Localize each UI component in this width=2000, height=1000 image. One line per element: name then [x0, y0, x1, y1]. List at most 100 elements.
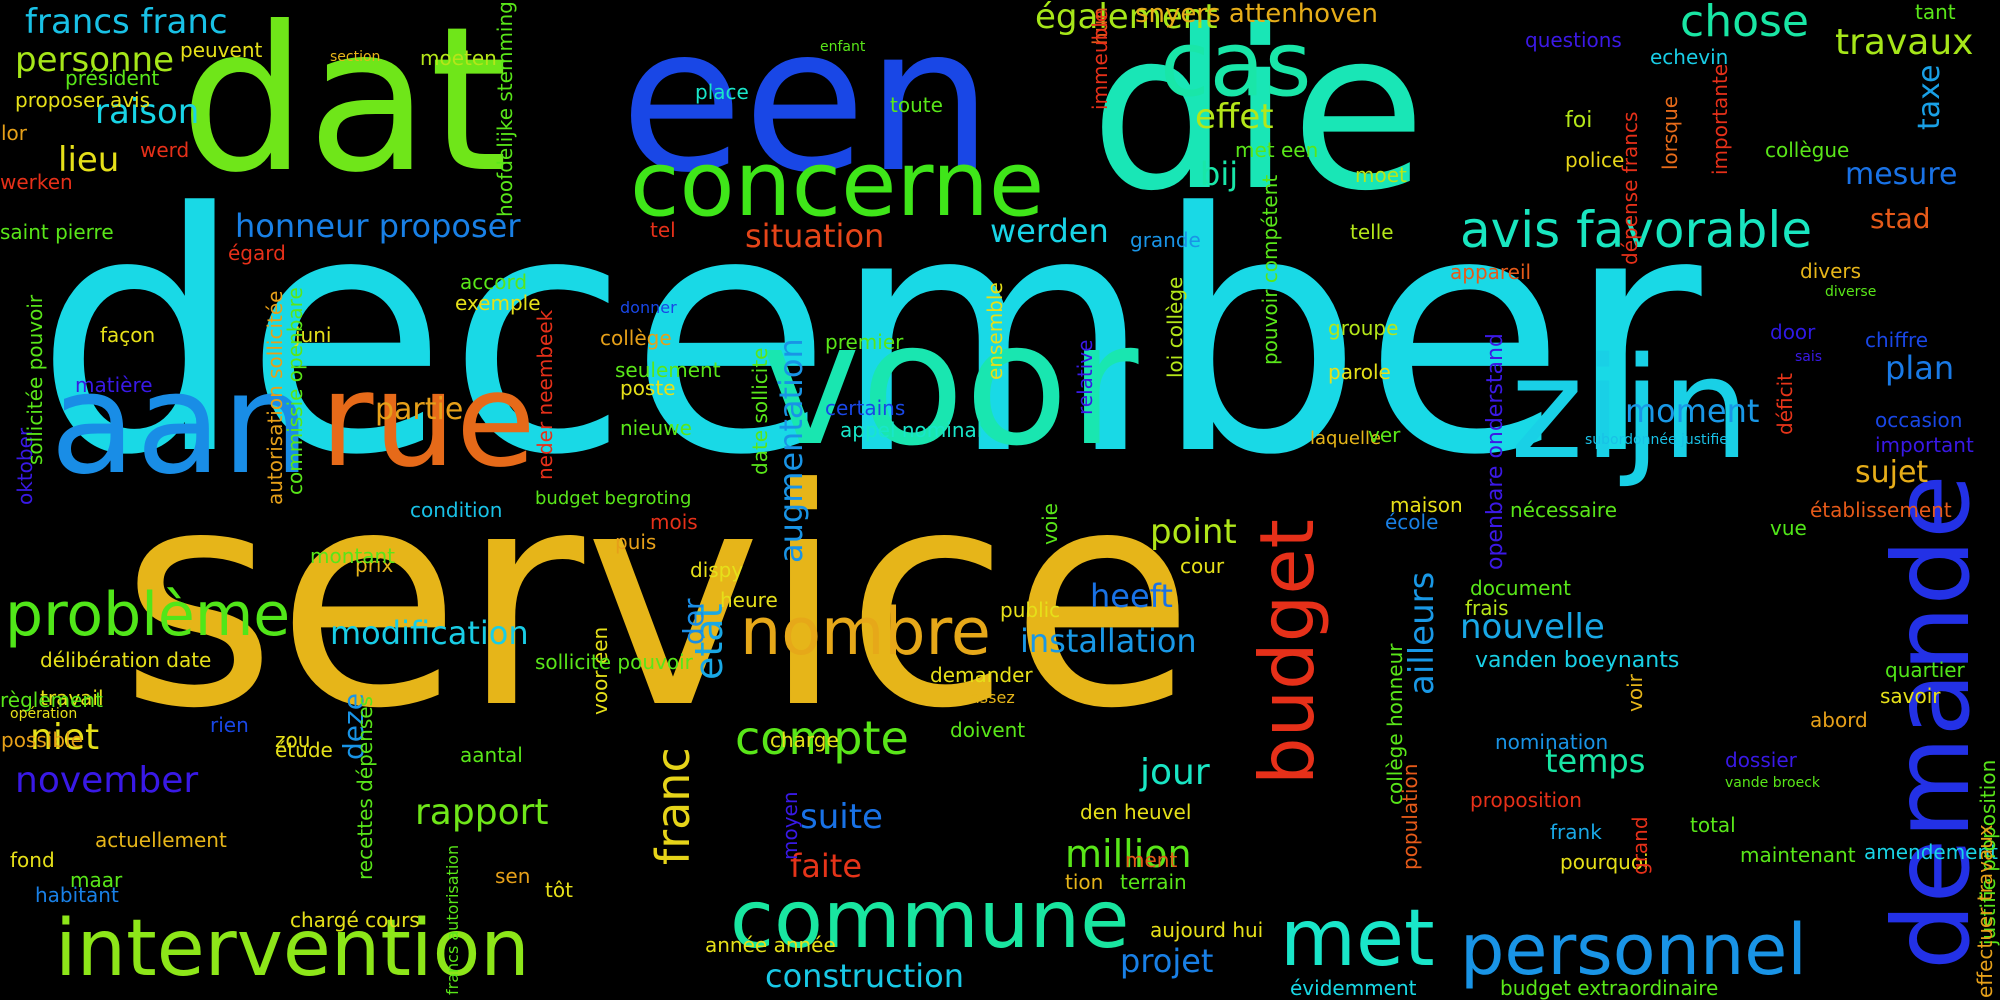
word-cloud-word: point [1150, 512, 1237, 552]
word-cloud-word: suite [800, 797, 883, 837]
word-cloud-word: effet [1195, 97, 1274, 137]
word-cloud-word: taxe [1912, 64, 1947, 130]
word-cloud-word: autorisation sollicitée [263, 290, 287, 505]
word-cloud-word: den heuvel [1080, 800, 1192, 824]
word-cloud-word: actuellement [95, 828, 227, 852]
word-cloud-word: chose [1680, 0, 1809, 47]
word-cloud-word: important [1875, 433, 1974, 457]
word-cloud-word: tant [1915, 0, 1956, 24]
word-cloud-word: nécessaire [1510, 498, 1618, 522]
word-cloud-word: façon [100, 323, 156, 347]
word-cloud-word: grande [1130, 228, 1201, 252]
word-cloud-word: sollicitée pouvoir [23, 294, 47, 465]
word-cloud-word: dat [180, 0, 508, 217]
word-cloud-word: telle [1350, 220, 1394, 244]
word-cloud-word: demande [1871, 474, 1993, 970]
word-cloud-word: met [1280, 894, 1435, 984]
word-cloud-word: door [1770, 320, 1816, 344]
word-cloud-word: charge [770, 728, 839, 752]
word-cloud-word: travaux [1835, 22, 1974, 63]
word-cloud-word: service [120, 425, 1195, 774]
word-cloud-word: vanden boeynants [1475, 648, 1680, 673]
word-cloud-word: projet [1120, 942, 1214, 980]
word-cloud-word: moet [1355, 163, 1407, 187]
word-cloud-word: commune [730, 873, 1130, 966]
word-cloud-word: heeft [1090, 577, 1173, 615]
word-cloud-word: partie [375, 392, 464, 427]
word-cloud-word: temps [1545, 742, 1646, 780]
word-cloud-word: sen [495, 864, 531, 888]
word-cloud-word: chargé cours [290, 908, 420, 932]
word-cloud-word: nomination [1495, 730, 1609, 754]
word-cloud-word: moeten [420, 46, 497, 70]
word-cloud-word: augmentation [772, 338, 810, 563]
word-cloud-word: lieu [58, 140, 120, 180]
word-cloud-word: dispy [690, 558, 744, 582]
word-cloud-word: saint pierre [0, 220, 114, 244]
word-cloud-word: voie [1038, 503, 1062, 545]
word-cloud-word: budget begroting [535, 488, 692, 509]
word-cloud-word: vue [1770, 516, 1807, 540]
word-cloud-word: premier [825, 330, 904, 354]
word-cloud-word: foi [1565, 108, 1593, 133]
word-cloud-word: pouvoir compétent [1258, 174, 1282, 365]
word-cloud-word: laquelle [1310, 428, 1382, 449]
word-cloud-word: ver [1368, 423, 1401, 447]
word-cloud-word: nombre [740, 595, 991, 670]
word-cloud-word: effectuer travaux [1973, 824, 1997, 998]
word-cloud-word: abord [1810, 708, 1868, 732]
word-cloud-word: tel [650, 218, 676, 242]
word-cloud-word: bij [1200, 155, 1239, 193]
word-cloud-word: december [35, 143, 1702, 527]
word-cloud-word: délibération date [40, 648, 212, 672]
word-cloud-word: cour [1180, 554, 1225, 578]
word-cloud-word: importante [1708, 63, 1732, 175]
word-cloud-word: neder neembeek [533, 309, 557, 480]
word-cloud-word: concerne [630, 132, 1045, 237]
word-cloud-word: hoofdelijke stemming [493, 1, 517, 217]
word-cloud-word: honneur proposer [235, 207, 521, 245]
word-cloud-word: toute [890, 93, 943, 117]
word-cloud-word: accord [460, 270, 528, 294]
word-cloud-word: werken [0, 170, 73, 194]
word-cloud-word: personne [15, 40, 175, 80]
word-cloud-word: appel nominal [840, 418, 983, 442]
word-cloud-word: jour [1140, 752, 1210, 793]
word-cloud-word: maison [1390, 493, 1463, 517]
word-cloud-word: amendement [1863, 840, 1998, 864]
word-cloud-word: étude [275, 738, 333, 762]
word-cloud-word: pourquoi [1560, 850, 1649, 874]
word-cloud-word: compte [735, 711, 909, 765]
word-cloud-word: relative [1073, 339, 1097, 415]
word-cloud-word: voir [1623, 674, 1647, 712]
word-cloud-word: lorsque [1658, 95, 1682, 170]
word-cloud-word: loi collège [1163, 276, 1187, 378]
word-cloud-word: collège honneur [1383, 643, 1407, 805]
word-cloud-word: november [15, 760, 199, 801]
word-cloud-word: echevin [1650, 45, 1729, 69]
word-cloud-word: date sollicite [748, 347, 772, 475]
word-cloud-word: divers [1800, 259, 1862, 283]
word-cloud-word: vande broeck [1725, 775, 1821, 791]
word-cloud-word: total [1690, 813, 1736, 837]
word-cloud-word: année année [705, 933, 836, 957]
word-cloud-word: enfant [820, 39, 866, 55]
word-cloud-word: prix [355, 553, 394, 577]
word-cloud-word: questions [1525, 28, 1622, 52]
word-cloud-word: francs autorisation [443, 844, 462, 995]
word-cloud-word: budget [1243, 519, 1331, 785]
word-cloud-word: tion [1065, 870, 1104, 894]
word-cloud-word: modification [330, 614, 529, 652]
word-cloud-word: nieuwe [620, 416, 692, 440]
word-cloud-word: mesure [1845, 157, 1958, 192]
word-cloud-word: avis favorable [1460, 201, 1813, 259]
word-cloud-word: franc [646, 747, 700, 865]
word-cloud-word: assez [970, 688, 1015, 707]
word-cloud-word: proposition [1470, 788, 1582, 812]
word-cloud-word: recettes dépenses [353, 696, 377, 880]
word-cloud-word: commissie openbare [283, 287, 307, 495]
word-cloud-word: installation [1020, 622, 1197, 660]
word-cloud-word: tôt [545, 878, 573, 902]
word-cloud-word: rue [320, 344, 536, 496]
